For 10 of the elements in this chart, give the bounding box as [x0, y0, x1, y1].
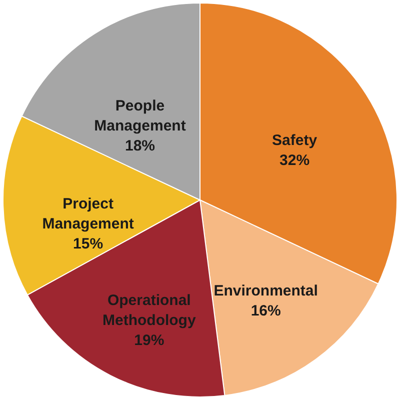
data-label: 19% [134, 332, 164, 349]
data-label: 16% [250, 302, 281, 320]
slice-label: Environmental [214, 282, 318, 300]
slice-label: Operational Methodology [102, 292, 196, 329]
data-label: 18% [124, 137, 156, 154]
slice-label: People Management [94, 97, 186, 134]
slice-label: Project Management [42, 196, 134, 233]
slice-label: Safety [272, 132, 318, 149]
data-label: 32% [280, 152, 310, 169]
data-label: 15% [73, 236, 104, 253]
